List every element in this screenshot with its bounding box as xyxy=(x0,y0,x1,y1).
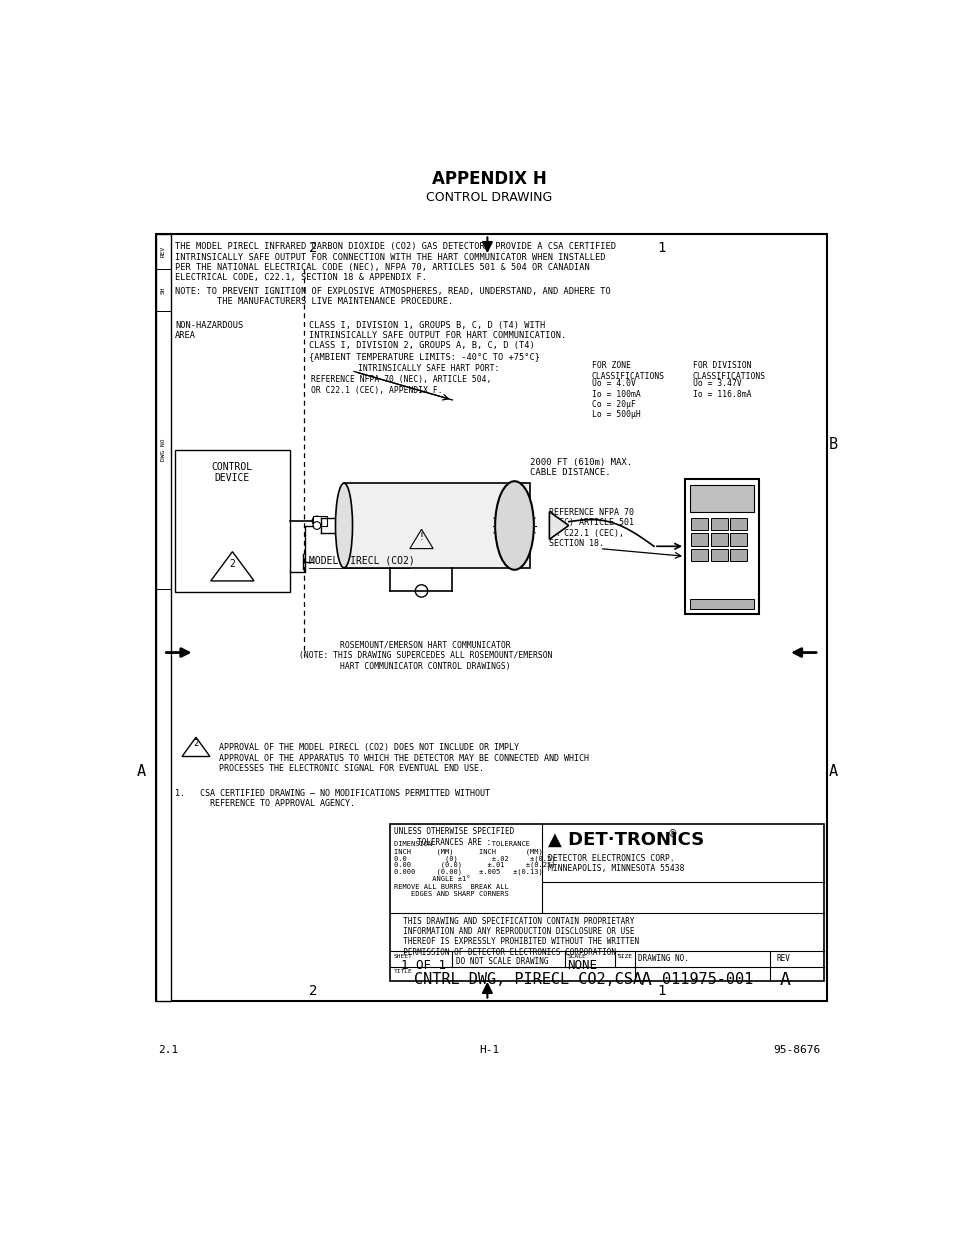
Bar xyxy=(691,548,707,561)
Text: A: A xyxy=(779,971,790,988)
Bar xyxy=(729,548,746,561)
Text: 2: 2 xyxy=(309,983,316,998)
Text: Uo = 4.0V
Io = 100mA
Co = 20μF
Lo = 500μH: Uo = 4.0V Io = 100mA Co = 20μF Lo = 500μ… xyxy=(592,379,640,420)
Text: ROSEMOUNT/EMERSON HART COMMUNICATOR
(NOTE: THIS DRAWING SUPERCEDES ALL ROSEMOUNT: ROSEMOUNT/EMERSON HART COMMUNICATOR (NOT… xyxy=(298,641,552,671)
Text: !: ! xyxy=(418,532,424,542)
Bar xyxy=(710,548,727,561)
Text: THIS DRAWING AND SPECIFICATION CONTAIN PROPRIETARY
  INFORMATION AND ANY REPRODU: THIS DRAWING AND SPECIFICATION CONTAIN P… xyxy=(394,916,639,957)
Text: B: B xyxy=(827,437,837,452)
Text: DIMENSION              TOLERANCE: DIMENSION TOLERANCE xyxy=(394,841,529,847)
Circle shape xyxy=(313,521,320,530)
Text: CLASS I, DIVISION 1, GROUPS B, C, D (T4) WITH
INTRINSICALLY SAFE OUTPUT FOR HART: CLASS I, DIVISION 1, GROUPS B, C, D (T4)… xyxy=(309,321,566,361)
Bar xyxy=(684,479,758,614)
Text: 2: 2 xyxy=(230,559,235,569)
Bar xyxy=(174,450,290,593)
Bar xyxy=(344,483,530,568)
Text: DETECTOR ELECTRONICS CORP.
MINNEAPOLIS, MINNESOTA 55438: DETECTOR ELECTRONICS CORP. MINNEAPOLIS, … xyxy=(547,853,683,873)
Text: SCALE: SCALE xyxy=(567,953,585,958)
Text: APPENDIX H: APPENDIX H xyxy=(431,169,546,188)
Text: H-1: H-1 xyxy=(478,1045,498,1055)
Text: NON-HAZARDOUS
AREA: NON-HAZARDOUS AREA xyxy=(174,321,243,340)
Circle shape xyxy=(415,585,427,597)
Text: CNTRL DWG, PIRECL CO2,CSA: CNTRL DWG, PIRECL CO2,CSA xyxy=(414,972,641,987)
Text: 1.   CSA CERTIFIED DRAWING – NO MODIFICATIONS PERMITTED WITHOUT
       REFERENCE: 1. CSA CERTIFIED DRAWING – NO MODIFICATI… xyxy=(174,789,490,808)
Text: 2: 2 xyxy=(309,241,316,254)
Bar xyxy=(710,534,727,546)
Text: REV: REV xyxy=(161,246,166,257)
Text: NONE: NONE xyxy=(567,960,597,972)
Text: INTRINSICALLY SAFE HART PORT:: INTRINSICALLY SAFE HART PORT: xyxy=(357,364,498,373)
Text: REMOVE ALL BURRS  BREAK ALL
    EDGES AND SHARP CORNERS: REMOVE ALL BURRS BREAK ALL EDGES AND SHA… xyxy=(394,883,508,897)
Text: 1: 1 xyxy=(657,241,665,254)
Text: 2: 2 xyxy=(193,739,198,748)
Text: TITLE: TITLE xyxy=(394,969,412,974)
Text: DWG NO: DWG NO xyxy=(161,438,166,462)
Text: UNLESS OTHERWISE SPECIFIED
     TOLERANCES ARE :: UNLESS OTHERWISE SPECIFIED TOLERANCES AR… xyxy=(394,827,514,847)
Bar xyxy=(689,599,753,609)
Text: FOR DIVISION
CLASSIFICATIONS: FOR DIVISION CLASSIFICATIONS xyxy=(692,362,765,380)
Text: 011975-001: 011975-001 xyxy=(661,972,752,987)
Text: SH: SH xyxy=(161,287,166,294)
Ellipse shape xyxy=(495,482,534,569)
Text: INCH      (MM)      INCH       (MM): INCH (MM) INCH (MM) xyxy=(394,848,542,855)
Text: Uo = 3.47V
Io = 116.8mA: Uo = 3.47V Io = 116.8mA xyxy=(692,379,750,399)
Ellipse shape xyxy=(335,483,353,568)
Text: DO NOT SCALE DRAWING: DO NOT SCALE DRAWING xyxy=(456,957,548,967)
Text: 1: 1 xyxy=(657,983,665,998)
Text: ANGLE ±1°: ANGLE ±1° xyxy=(394,876,470,882)
Text: 0.000     (0.00)    ±.005   ±(0.13): 0.000 (0.00) ±.005 ±(0.13) xyxy=(394,869,542,876)
Text: 95-8676: 95-8676 xyxy=(773,1045,820,1055)
Text: SHEET: SHEET xyxy=(394,953,412,958)
Text: 0.0         (0)        ±.02     ±(0.5): 0.0 (0) ±.02 ±(0.5) xyxy=(394,855,555,862)
Text: REFERENCE NFPA 70
(NEC) ARTICLE 501
OR C22.1 (CEC),
SECTION 18.: REFERENCE NFPA 70 (NEC) ARTICLE 501 OR C… xyxy=(549,508,634,548)
Bar xyxy=(710,517,727,530)
Text: FOR ZONE
CLASSIFICATIONS: FOR ZONE CLASSIFICATIONS xyxy=(592,362,664,380)
Bar xyxy=(155,235,171,1000)
Circle shape xyxy=(312,516,321,526)
Text: REV: REV xyxy=(776,953,789,962)
Bar xyxy=(729,534,746,546)
Text: DRAWING NO.: DRAWING NO. xyxy=(638,953,689,962)
Text: ▲ DET·TRONICS: ▲ DET·TRONICS xyxy=(547,830,703,848)
Text: THE MODEL PIRECL INFRARED CARBON DIOXIDE (CO2) GAS DETECTORS PROVIDE A CSA CERTI: THE MODEL PIRECL INFRARED CARBON DIOXIDE… xyxy=(174,242,616,283)
Text: ®: ® xyxy=(666,829,677,839)
Text: 0.00       (0.0)      ±.01     ±(0.25): 0.00 (0.0) ±.01 ±(0.25) xyxy=(394,862,555,868)
Bar xyxy=(390,824,823,982)
Text: APPROVAL OF THE MODEL PIRECL (CO2) DOES NOT INCLUDE OR IMPLY
 APPROVAL OF THE AP: APPROVAL OF THE MODEL PIRECL (CO2) DOES … xyxy=(213,743,588,773)
Text: A: A xyxy=(640,971,651,988)
Bar xyxy=(155,235,826,1000)
Text: A: A xyxy=(827,764,837,779)
Bar xyxy=(691,517,707,530)
Bar xyxy=(729,517,746,530)
Bar xyxy=(689,485,753,513)
Text: CONTROL
DEVICE: CONTROL DEVICE xyxy=(212,462,253,483)
Text: NOTE: TO PREVENT IGNITION OF EXPLOSIVE ATMOSPHERES, READ, UNDERSTAND, AND ADHERE: NOTE: TO PREVENT IGNITION OF EXPLOSIVE A… xyxy=(174,287,610,306)
Text: 2000 FT (610m) MAX.
CABLE DISTANCE.: 2000 FT (610m) MAX. CABLE DISTANCE. xyxy=(530,458,632,477)
Bar xyxy=(691,534,707,546)
Text: A: A xyxy=(137,764,146,779)
Text: 2.1: 2.1 xyxy=(158,1045,178,1055)
Text: REFERENCE NFPA 70 (NEC), ARTICLE 504,
OR C22.1 (CEC), APPENDIX F.: REFERENCE NFPA 70 (NEC), ARTICLE 504, OR… xyxy=(311,375,492,395)
Text: MODEL PIRECL (CO2): MODEL PIRECL (CO2) xyxy=(309,556,415,566)
Text: CONTROL DRAWING: CONTROL DRAWING xyxy=(425,191,552,204)
Text: SIZE: SIZE xyxy=(617,953,632,958)
Text: 1 OF 1: 1 OF 1 xyxy=(401,960,446,972)
Polygon shape xyxy=(549,511,568,540)
Bar xyxy=(313,516,327,526)
